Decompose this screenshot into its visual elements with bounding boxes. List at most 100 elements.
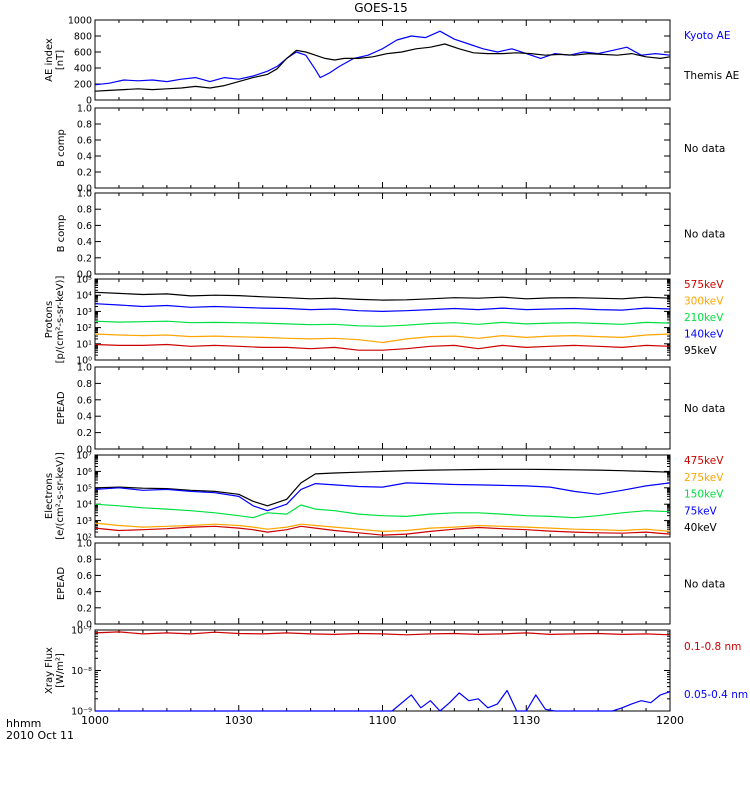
y-tick-label: 10⁴ (76, 500, 92, 511)
y-tick-label: 0.2 (77, 253, 92, 264)
plot-frame (94, 542, 671, 625)
y-tick-label: 10³ (76, 516, 92, 527)
y-axis-label: [e/(cm²-s-sr-keV)] (55, 452, 66, 540)
series-line-40kev (94, 468, 671, 507)
x-tick-label: 1100 (369, 714, 397, 727)
y-tick-label: 600 (74, 48, 92, 59)
y-tick-label: 10⁰ (76, 356, 92, 367)
y-tick-label: 0.2 (77, 603, 92, 614)
legend-entry: 475keV (684, 455, 724, 467)
panel-bcomp2: 0.0 0.2 0.4 0.6 0.8 1.0 B comp No data (56, 189, 725, 281)
legend-entry: Themis AE (683, 70, 739, 82)
y-tick-label: 10⁻⁸ (71, 666, 92, 677)
time-axis-label-hhmm: hhmm (6, 717, 41, 730)
no-data-label: No data (684, 229, 725, 241)
y-tick-label: 0.0 (77, 184, 92, 195)
y-tick-label: 10³ (76, 307, 92, 318)
panel-ae: 0 200 400 600 800 1000 AE index [nT] Kyoto AE The… (44, 16, 739, 107)
y-tick-label: 0.8 (77, 205, 92, 216)
legend-entry: 40keV (684, 522, 718, 534)
plot-frame (94, 629, 671, 712)
no-data-label: No data (684, 403, 725, 415)
y-tick-label: 200 (74, 80, 92, 91)
y-tick-label: 10⁵ (76, 275, 92, 286)
y-axis-label: Protons (44, 301, 55, 338)
time-axis-label-date: 2010 Oct 11 (6, 729, 74, 742)
y-tick-label: 800 (74, 32, 92, 43)
legend-entry: 210keV (684, 312, 724, 324)
series-line-75kev (94, 482, 671, 512)
figure-title: GOES-15 (354, 1, 408, 15)
x-tick-label: 1130 (512, 714, 540, 727)
plot-frame (94, 278, 671, 361)
plot-frame (94, 192, 671, 275)
y-tick-label: 0.6 (77, 221, 92, 232)
y-tick-label: 1000 (68, 16, 92, 27)
y-tick-label: 10⁷ (76, 451, 92, 462)
plot-frame (94, 454, 671, 538)
y-tick-label: 0.6 (77, 136, 92, 147)
series-line-95kev (94, 291, 671, 301)
panel-bcomp1: 0.0 0.2 0.4 0.6 0.8 1.0 B comp No data (56, 104, 725, 195)
legend-entry: 95keV (684, 345, 718, 357)
y-tick-label: 0.2 (77, 428, 92, 439)
y-tick-label: 0 (86, 96, 92, 107)
y-tick-label: 10⁻⁹ (71, 707, 92, 718)
panel-stack: 0 200 400 600 800 1000 AE index [nT] Kyoto AE The… (44, 16, 748, 718)
x-tick-label: 1000 (81, 714, 109, 727)
series-line-themis-ae (94, 43, 671, 92)
legend-entry: 140keV (684, 329, 724, 341)
y-tick-label: 10¹ (76, 339, 92, 350)
series-line-0-05-0-4-nm (95, 689, 671, 712)
y-axis-label: [nT] (55, 50, 66, 70)
y-tick-label: 0.6 (77, 395, 92, 406)
x-tick-label: 1030 (225, 714, 253, 727)
y-tick-label: 1.0 (77, 363, 92, 374)
series-line-475kev (94, 525, 671, 536)
y-tick-label: 1.0 (77, 104, 92, 115)
y-tick-label: 0.8 (77, 379, 92, 390)
y-axis-label: EPEAD (56, 567, 67, 601)
y-tick-label: 0.2 (77, 168, 92, 179)
panel-electrons: 10² 10³ 10⁴ 10⁵ 10⁶ 10⁷ Electrons [e/(cm²-s-sr-… (44, 451, 724, 544)
y-axis-label: [W/m²] (55, 653, 66, 688)
y-tick-label: 0.8 (77, 120, 92, 131)
y-tick-label: 400 (74, 64, 92, 75)
legend-entry: 300keV (684, 296, 724, 308)
series-line-275kev (94, 522, 671, 533)
series-line-575kev (94, 343, 671, 351)
legend-entry: 275keV (684, 472, 724, 484)
y-tick-label: 10⁴ (76, 291, 92, 302)
y-tick-label: 0.0 (77, 270, 92, 281)
y-axis-label: AE index (44, 38, 55, 82)
y-tick-label: 0.4 (77, 237, 92, 248)
legend-entry: 150keV (684, 489, 724, 501)
no-data-label: No data (684, 143, 725, 155)
x-tick-label: 1200 (656, 714, 684, 727)
series-line-kyoto-ae (94, 30, 671, 86)
y-axis-label: B comp (56, 215, 67, 253)
series-line-150kev (94, 503, 671, 519)
y-axis-label: [p/(cm²-s-sr-keV)] (55, 276, 66, 364)
legend-entry: 75keV (684, 505, 718, 517)
y-tick-label: 10⁶ (76, 467, 92, 478)
y-axis-label: Electrons (44, 473, 55, 519)
y-axis-label: EPEAD (56, 391, 67, 425)
y-tick-label: 10² (76, 323, 92, 334)
y-tick-label: 10⁻⁷ (71, 626, 92, 637)
panel-protons: 10⁰ 10¹ 10² 10³ 10⁴ 10⁵ Protons [p/(cm²-s-sr-ke… (44, 275, 724, 367)
y-tick-label: 0.4 (77, 152, 92, 163)
time-axis: 1000 1030 1100 1130 1200 (81, 714, 684, 727)
series-line-300kev (94, 333, 671, 344)
legend-entry: 575keV (684, 279, 724, 291)
plot-frame (94, 107, 671, 189)
plot-frame (94, 366, 671, 450)
panel-epead1: 0.0 0.2 0.4 0.6 0.8 1.0 EPEAD No data (56, 363, 725, 456)
y-axis-label: B comp (56, 129, 67, 167)
y-tick-label: 0.0 (77, 445, 92, 456)
series-line-0-1-0-8-nm (94, 631, 671, 636)
y-tick-label: 0.8 (77, 555, 92, 566)
no-data-label: No data (684, 579, 725, 591)
legend-entry: 0.05-0.4 nm (684, 689, 748, 701)
